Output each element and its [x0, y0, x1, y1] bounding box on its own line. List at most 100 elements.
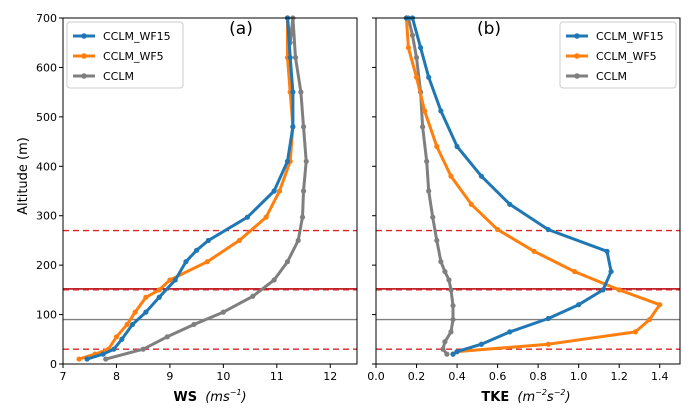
data-point — [632, 329, 639, 335]
data-point — [430, 214, 436, 220]
data-point — [450, 316, 456, 323]
data-point — [276, 188, 283, 194]
data-point — [409, 32, 416, 38]
panel-label: (a) — [229, 19, 253, 39]
data-point — [298, 89, 304, 95]
data-point — [295, 237, 301, 244]
data-point — [434, 143, 440, 150]
y-tick-label: 600 — [36, 61, 57, 74]
data-point — [76, 356, 82, 362]
data-point — [156, 294, 162, 300]
data-point — [422, 108, 428, 114]
x-tick-label: 7 — [60, 370, 67, 383]
data-point — [405, 45, 412, 51]
data-point — [424, 158, 430, 164]
legend-label: CCLM — [596, 70, 627, 83]
x-tick-label: 0.4 — [448, 370, 466, 383]
data-point — [454, 143, 460, 150]
data-point — [478, 341, 484, 347]
data-point — [442, 339, 448, 345]
plot-frame — [62, 17, 358, 365]
data-point — [616, 287, 622, 293]
data-point — [191, 321, 197, 328]
y-tick-label: 500 — [36, 111, 57, 124]
x-axis-label-a: WS (ms−1) — [173, 388, 246, 405]
data-point — [204, 259, 210, 265]
data-point — [300, 124, 307, 130]
data-point — [413, 74, 420, 80]
panel-b: 0.0 0.2 0.4 0.6 0.8 1.0 1.2 1.4 (b) CCLM_WF15 CCLM… — [367, 15, 681, 383]
data-point — [143, 294, 149, 300]
data-point — [129, 321, 136, 328]
data-point — [220, 309, 226, 315]
x-axis-label-b: TKE (m−2s−2) — [481, 388, 570, 405]
data-point — [290, 124, 296, 130]
legend-label: CCLM_WF15 — [596, 30, 664, 43]
data-point — [545, 226, 551, 233]
x-tick-label: 9 — [166, 370, 173, 383]
data-point — [156, 287, 162, 293]
y-tick-label: 700 — [36, 12, 57, 25]
data-point — [448, 329, 454, 335]
y-axis-label: Altitude (m) — [16, 137, 31, 215]
y-tick-label: 100 — [36, 309, 57, 322]
x-tick-label: 0.6 — [489, 370, 507, 383]
x-tick-label: 11 — [270, 370, 284, 383]
series-line-cclm — [105, 16, 308, 361]
data-point — [299, 214, 306, 220]
legend-marker — [574, 73, 580, 79]
data-point — [143, 309, 149, 315]
x-tick-label: 12 — [323, 370, 337, 383]
data-point — [657, 302, 663, 308]
data-point — [413, 54, 420, 61]
data-point — [119, 336, 125, 342]
data-point — [507, 201, 513, 207]
data-point — [426, 188, 432, 194]
y-tick-label: 300 — [36, 210, 57, 223]
data-point — [444, 351, 450, 357]
x-tick-label: 1.2 — [610, 370, 628, 383]
legend-label: CCLM — [103, 70, 134, 83]
data-point — [426, 74, 432, 80]
data-point — [244, 214, 251, 220]
data-point — [284, 259, 291, 265]
data-point — [600, 287, 606, 293]
plot-frame — [375, 17, 681, 365]
data-point — [300, 188, 307, 194]
data-point — [183, 259, 189, 265]
data-point — [140, 346, 146, 352]
x-tick-label: 0.8 — [529, 370, 547, 383]
data-point — [417, 45, 424, 51]
panel-label: (b) — [477, 19, 501, 39]
data-point — [132, 309, 138, 315]
data-point — [545, 315, 551, 322]
data-point — [167, 277, 173, 283]
data-point — [608, 268, 614, 275]
data-point — [531, 248, 537, 254]
x-tick-label: 0.2 — [408, 370, 426, 383]
data-point — [420, 124, 426, 130]
data-point — [438, 259, 444, 265]
data-point — [194, 247, 200, 253]
x-tick-label: 8 — [113, 370, 120, 383]
legend-box — [559, 21, 677, 89]
x-tick-label: 10 — [216, 370, 230, 383]
data-point — [263, 214, 269, 220]
legend-label: CCLM_WF15 — [103, 30, 171, 43]
legend-box — [66, 21, 184, 89]
data-point — [468, 201, 474, 207]
data-point — [448, 173, 454, 179]
y-tick-label: 400 — [36, 160, 57, 173]
data-point — [236, 237, 242, 244]
data-point — [507, 329, 513, 335]
data-point — [111, 346, 117, 352]
data-point — [303, 158, 309, 164]
legend-marker — [81, 53, 87, 59]
data-point — [103, 356, 109, 362]
data-point — [647, 316, 653, 323]
data-point — [576, 302, 582, 308]
data-point — [250, 293, 256, 299]
legend-marker — [574, 53, 580, 59]
data-point — [292, 54, 299, 61]
